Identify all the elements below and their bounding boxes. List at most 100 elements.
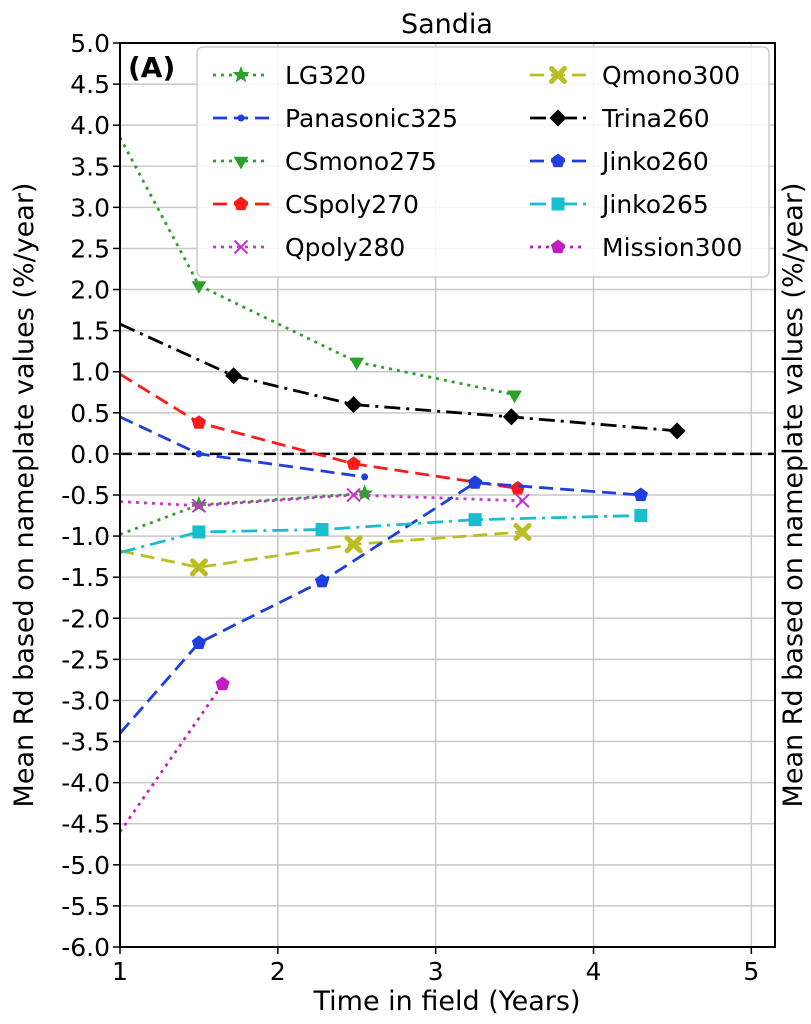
data-point-cspoly270 bbox=[191, 415, 206, 429]
legend-item-jinko265: Jinko265 bbox=[530, 190, 709, 219]
legend-item-qmono300: Qmono300 bbox=[530, 61, 740, 90]
panel-label: (A) bbox=[128, 51, 175, 84]
legend-marker bbox=[549, 109, 567, 127]
data-point-jinko265 bbox=[315, 523, 329, 537]
legend-marker bbox=[232, 66, 250, 83]
series-panasonic325 bbox=[119, 415, 369, 481]
y-axis-label-right: Mean Rd based on nameplate values (%/yea… bbox=[778, 183, 809, 808]
legend-item-cspoly270: CSpoly270 bbox=[213, 190, 419, 219]
y-tick-label: 3.0 bbox=[70, 193, 110, 222]
y-tick-label: -4.0 bbox=[61, 769, 110, 798]
y-tick-label: -2.5 bbox=[61, 645, 110, 674]
data-point-csmono275 bbox=[191, 281, 207, 294]
y-tick-label: 0.0 bbox=[70, 440, 110, 469]
legend-item-lg320: LG320 bbox=[213, 61, 366, 90]
legend-box bbox=[196, 46, 770, 278]
series-line-mission300 bbox=[118, 683, 224, 833]
legend-marker bbox=[233, 156, 249, 170]
y-tick-label: -5.5 bbox=[61, 892, 110, 921]
y-axis-label: Mean Rd based on nameplate values (%/yea… bbox=[9, 183, 40, 808]
series-jinko265 bbox=[119, 509, 648, 554]
data-point-qmono300 bbox=[344, 535, 363, 554]
y-tick-label: 4.0 bbox=[70, 111, 110, 140]
y-tick-label: 0.5 bbox=[70, 399, 110, 428]
legend-label: Trina260 bbox=[601, 104, 710, 133]
legend-label: Qmono300 bbox=[602, 61, 740, 90]
x-tick-label: 5 bbox=[743, 957, 759, 986]
data-point-cspoly270 bbox=[346, 456, 361, 470]
y-tick-label: 1.0 bbox=[70, 358, 110, 387]
legend-label: CSmono275 bbox=[285, 147, 437, 176]
data-point-trina260 bbox=[502, 408, 520, 426]
series-qpoly280 bbox=[119, 487, 530, 513]
x-tick-label: 4 bbox=[586, 957, 602, 986]
data-point-jinko265 bbox=[468, 513, 482, 527]
y-tick-label: 5.0 bbox=[70, 29, 110, 58]
legend-marker bbox=[233, 239, 249, 255]
legend-item-mission300: Mission300 bbox=[530, 233, 742, 262]
y-tick-label: -1.5 bbox=[61, 563, 110, 592]
series-cspoly270 bbox=[119, 373, 525, 495]
series-line-cspoly270 bbox=[119, 373, 518, 490]
ticks: -6.0 -5.5 -5.0 -4.5 -4.0 -3.5 -3.0 -2.5 -2.0 -1.5… bbox=[61, 29, 759, 986]
data-point-trina260 bbox=[668, 422, 686, 440]
legend-label: Jinko265 bbox=[600, 190, 709, 219]
y-tick-label: 4.5 bbox=[70, 70, 110, 99]
legend-marker bbox=[551, 197, 565, 211]
legend-item-trina260: Trina260 bbox=[530, 104, 710, 133]
y-tick-label: -6.0 bbox=[61, 933, 110, 962]
y-tick-label: -5.0 bbox=[61, 851, 110, 880]
y-tick-label: -1.0 bbox=[61, 522, 110, 551]
data-point-csmono275 bbox=[507, 390, 522, 404]
data-point-qpoly280 bbox=[191, 498, 207, 513]
data-point-qpoly280 bbox=[346, 487, 361, 503]
legend-marker bbox=[550, 239, 566, 254]
legend-label: Qpoly280 bbox=[285, 233, 405, 262]
legend: LG320 Panasonic325 CSmono275 CSpoly270 Qpoly… bbox=[196, 46, 770, 278]
x-tick-label: 1 bbox=[112, 957, 128, 986]
y-tick-label: -2.0 bbox=[61, 604, 110, 633]
legend-label: Mission300 bbox=[602, 233, 742, 262]
series-line-jinko265 bbox=[119, 514, 641, 554]
series-jinko260 bbox=[118, 475, 648, 735]
y-tick-label: 2.5 bbox=[70, 234, 110, 263]
y-tick-label: 3.5 bbox=[70, 152, 110, 181]
y-tick-label: -0.5 bbox=[61, 481, 110, 510]
legend-label: Jinko260 bbox=[600, 147, 709, 176]
data-point-csmono275 bbox=[349, 357, 365, 371]
data-point-mission300 bbox=[215, 676, 230, 691]
series-qmono300 bbox=[119, 522, 532, 577]
legend-item-qpoly280: Qpoly280 bbox=[213, 233, 405, 262]
chart-title: Sandia bbox=[401, 9, 493, 40]
y-tick-label: 1.5 bbox=[70, 317, 110, 346]
legend-marker bbox=[549, 66, 567, 84]
y-tick-label: 2.0 bbox=[70, 276, 110, 305]
legend-label: Panasonic325 bbox=[285, 104, 458, 133]
data-point-qmono300 bbox=[189, 558, 208, 577]
data-point-trina260 bbox=[345, 396, 363, 414]
x-tick-label: 3 bbox=[428, 957, 444, 986]
series-csmono275 bbox=[118, 136, 522, 404]
legend-label: LG320 bbox=[285, 61, 366, 90]
data-point-cspoly270 bbox=[510, 480, 525, 495]
legend-item-csmono275: CSmono275 bbox=[213, 147, 437, 176]
y-tick-label: -4.5 bbox=[61, 810, 110, 839]
data-point-jinko265 bbox=[634, 509, 648, 523]
legend-marker bbox=[550, 153, 566, 168]
legend-label: CSpoly270 bbox=[285, 190, 419, 219]
data-point-jinko260 bbox=[633, 487, 648, 502]
series-line-qmono300 bbox=[119, 530, 523, 569]
data-point-qmono300 bbox=[513, 522, 532, 541]
data-point-panasonic325 bbox=[195, 450, 203, 458]
data-point-lg320 bbox=[356, 484, 374, 501]
x-axis-label: Time in field (Years) bbox=[313, 986, 581, 1017]
legend-marker bbox=[237, 114, 245, 122]
data-point-trina260 bbox=[225, 367, 243, 385]
data-point-jinko265 bbox=[192, 525, 206, 539]
legend-item-panasonic325: Panasonic325 bbox=[213, 104, 458, 133]
data-point-panasonic325 bbox=[361, 473, 369, 481]
y-tick-label: -3.5 bbox=[61, 728, 110, 757]
y-tick-label: -3.0 bbox=[61, 686, 110, 715]
data-point-jinko260 bbox=[191, 635, 206, 649]
